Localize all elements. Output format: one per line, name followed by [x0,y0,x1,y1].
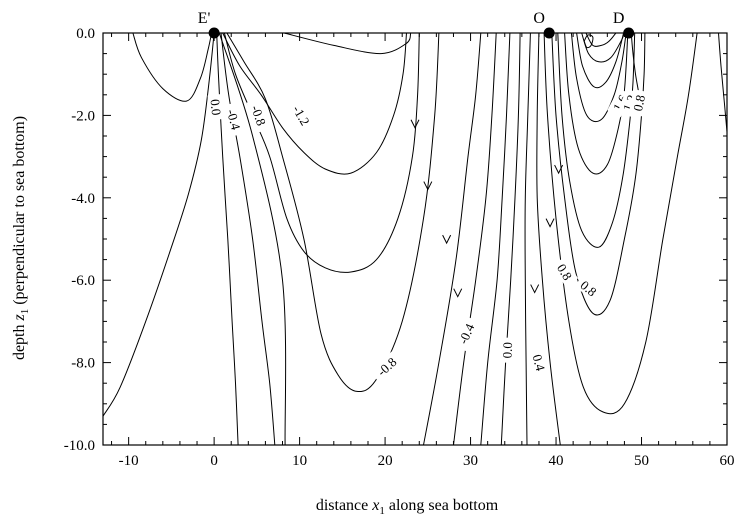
flow-arrow [545,218,555,228]
x-tick-label: 30 [463,453,478,469]
x-tick-label: 50 [634,453,649,469]
contour-line [524,33,531,445]
contour-label-text: 0.4 [530,353,549,373]
contour-label: -0.8 [369,350,404,383]
x-axis-title: distance x1 along sea bottom [316,497,499,517]
contour-line [216,33,239,445]
x-tick-label: 10 [292,453,307,469]
contour-label: 0.4 [528,348,550,377]
contour-label: 0.8 [628,89,649,117]
x-tick-label: 0 [210,453,218,469]
contour-label-bg [207,93,226,121]
x-tick-label: 20 [378,453,393,469]
x-tick-label: 40 [549,453,564,469]
contour-line [220,33,276,445]
contour-line [576,33,625,89]
surface-point-label: E' [198,10,211,27]
contour-label-bg [628,89,649,117]
flow-arrow [423,181,433,191]
contour-label-bg [369,350,404,383]
y-tick-label: -2.0 [71,108,95,124]
flow-arrows [410,119,564,298]
contour-label-bg [287,97,317,133]
contour-label: 0.8 [574,274,604,302]
y-tick-label: -6.0 [71,273,95,289]
contour-label: -1.2 [287,97,317,133]
contour-line [718,33,727,132]
contour-label-text: 0.8 [554,261,575,283]
surface-points: E' O D [198,10,635,39]
contour-label-text: -0.8 [248,103,269,127]
contour-label: -0.4 [222,101,246,137]
contour-line [480,33,511,445]
contour-line [536,33,561,445]
contour-line [284,33,412,55]
contour-label-text: 0.8 [630,93,648,112]
surface-point-marker [623,27,635,39]
contour-line [543,33,698,415]
contour-line [132,33,213,102]
surface-point-marker [208,27,220,39]
contour-label-text: 0.0 [207,98,224,116]
contour-line [581,33,625,63]
x-tick-label: -10 [119,453,139,469]
surface-point-marker [543,27,555,39]
contour-label: 0.0 [498,337,516,363]
contour-line [453,33,497,445]
contour-label: 0.0 [207,93,226,121]
contour-label-text: -0.4 [224,108,244,132]
surface-point-label: D [613,10,625,27]
surface-point-label: O [533,10,545,27]
contour-line [226,33,440,393]
y-tick-label: 0.0 [76,26,95,42]
flow-arrow [442,234,452,245]
contour-line [103,33,215,417]
contour-label-bg [222,101,246,137]
y-tick-label: -10.0 [64,438,95,454]
contour-line [583,34,594,49]
flow-arrow [410,119,420,129]
contour-label-bg [246,97,272,133]
contour-line [557,33,636,248]
contour-line [423,33,482,445]
contour-label: -0.8 [246,97,272,133]
contour-line [218,33,287,445]
contour-label-bg [452,315,480,352]
contour-label-text: 0.0 [500,342,516,359]
contour-line [222,33,407,175]
contour-line [570,33,627,123]
y-axis-title: depth z1 (perpendicular to sea bottom) [11,116,31,360]
y-tick-label: -4.0 [71,191,95,207]
flow-arrow [554,164,564,175]
contour-label: 0.8 [552,257,579,287]
contour-label-bg [574,274,604,302]
flow-arrow [530,284,540,294]
y-tick-label: -8.0 [71,356,95,372]
contour-label-bg [498,337,515,363]
contour-label: -0.4 [452,315,480,352]
contour-line [500,33,521,445]
contour-line [585,33,617,47]
x-tick-label: 60 [720,453,735,469]
x-axis-ticks: -10 0 10 20 30 40 50 60 [111,33,735,469]
flow-arrow [453,288,463,298]
contour-label-bg [528,348,550,377]
contour-line [223,33,420,273]
contour-labels: 0.0-0.4 -0.8 -1.2-0.8-0.40.00.40.80.81.61.… [207,88,649,383]
contour-label-bg [552,257,579,287]
